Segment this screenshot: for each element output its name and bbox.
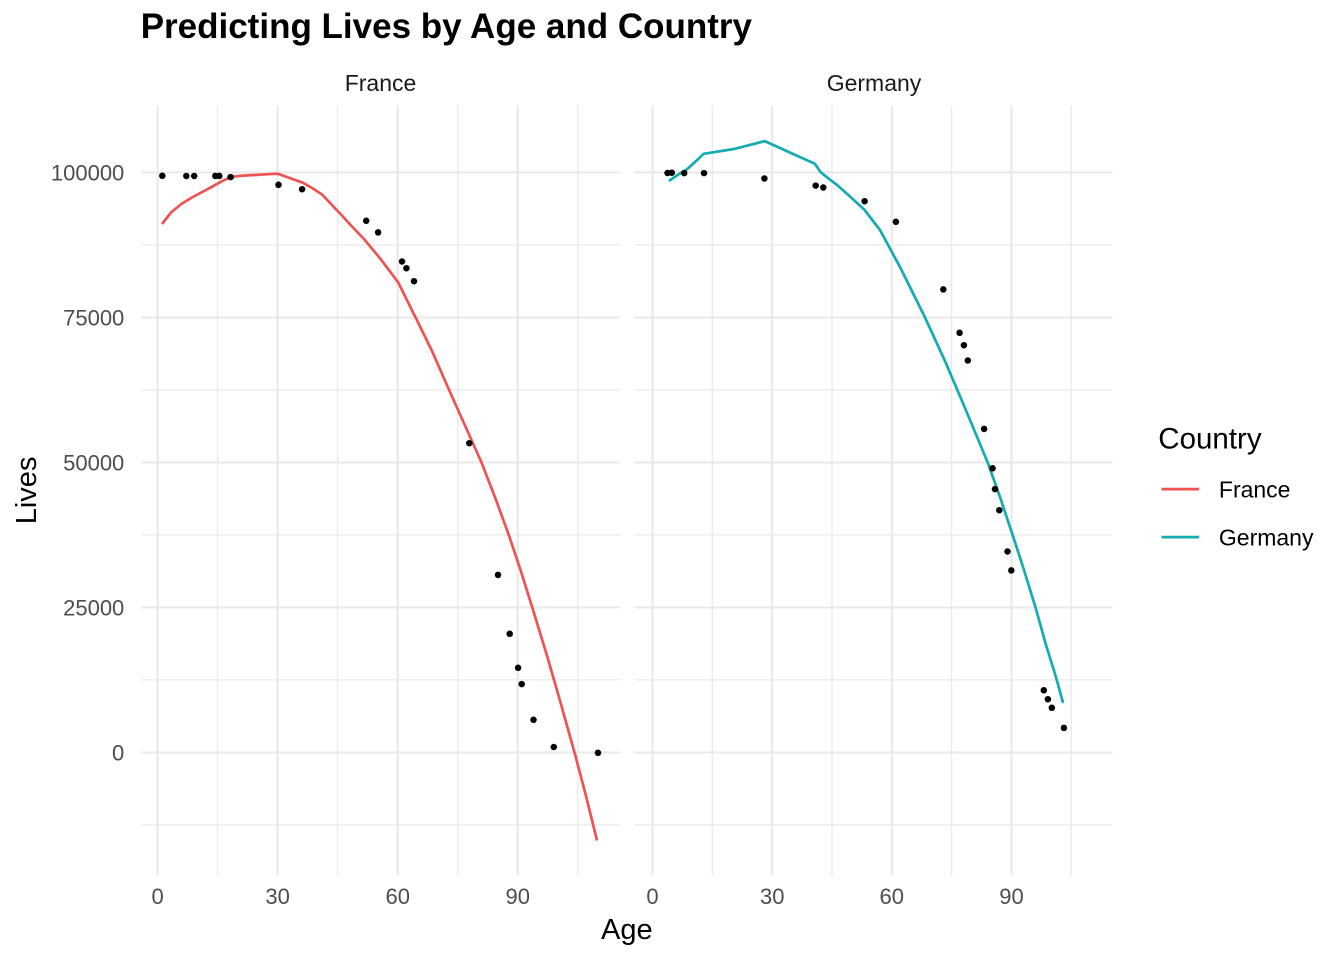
svg-text:0: 0 [151,884,163,909]
svg-text:30: 30 [760,884,784,909]
svg-text:Predicting Lives by Age and Co: Predicting Lives by Age and Country [141,7,753,46]
svg-text:Germany: Germany [827,70,922,96]
svg-text:France: France [1219,476,1291,502]
svg-text:50000: 50000 [63,450,124,475]
svg-text:100000: 100000 [51,160,124,185]
svg-text:30: 30 [265,884,289,909]
svg-text:75000: 75000 [63,305,124,330]
svg-text:0: 0 [112,740,124,765]
svg-text:Country: Country [1158,423,1262,456]
svg-text:France: France [345,70,417,96]
svg-text:90: 90 [505,884,529,909]
svg-text:60: 60 [385,884,409,909]
svg-text:Lives: Lives [11,457,43,525]
svg-text:0: 0 [646,884,658,909]
svg-text:90: 90 [999,884,1023,909]
svg-text:60: 60 [880,884,904,909]
svg-text:Age: Age [601,914,653,946]
svg-text:25000: 25000 [63,595,124,620]
svg-text:Germany: Germany [1219,524,1314,550]
